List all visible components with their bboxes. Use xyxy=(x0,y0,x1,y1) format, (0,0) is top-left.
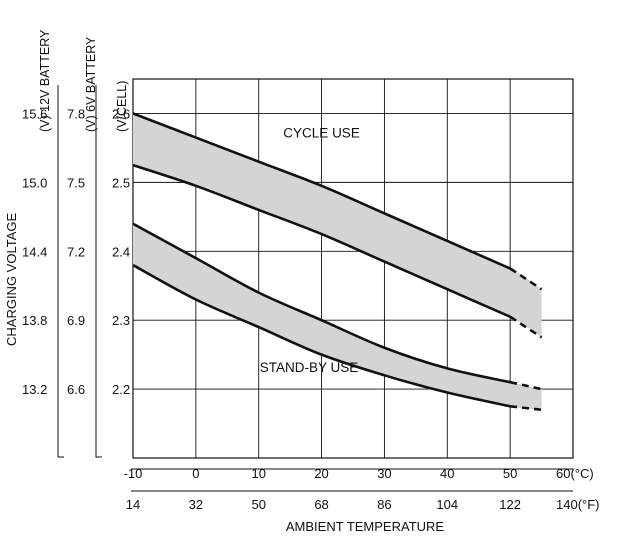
tick-label-fahrenheit: 14 xyxy=(126,497,140,512)
scale-line-12v xyxy=(57,85,64,458)
x-axis-title: AMBIENT TEMPERATURE xyxy=(286,519,445,534)
scale-line-6v xyxy=(95,85,102,458)
unit-label-v-cell: (V/CELL) xyxy=(115,81,129,132)
band-label-cycle-use: CYCLE USE xyxy=(283,126,360,141)
band-lower-line-0 xyxy=(132,163,511,318)
tick-label-6v: 6.9 xyxy=(67,313,85,328)
tick-label-fahrenheit: 68 xyxy=(314,497,328,512)
band-label-stand-by-use: STAND-BY USE xyxy=(260,360,359,375)
tick-label-v-cell: 2.6 xyxy=(112,106,130,121)
tick-label-12v: 15.6 xyxy=(22,106,47,121)
band-upper-line-1 xyxy=(132,222,511,384)
tick-label-fahrenheit: 50 xyxy=(251,497,265,512)
tick-label-6v: 7.2 xyxy=(67,244,85,259)
tick-label-12v: 14.4 xyxy=(22,244,47,259)
tick-label-12v: 13.2 xyxy=(22,382,47,397)
unit-label-6v: (V) 6V BATTERY xyxy=(84,36,98,132)
tick-label-celsius: 0 xyxy=(192,466,199,481)
tick-label-6v: 7.8 xyxy=(67,106,85,121)
unit-label-celsius: 60(°C) xyxy=(556,466,594,481)
tick-label-fahrenheit: 86 xyxy=(377,497,391,512)
band-lower-dash-0 xyxy=(509,315,543,339)
tick-label-v-cell: 2.5 xyxy=(112,175,130,190)
band-upper-dash-1 xyxy=(509,380,542,391)
unit-label-12v: (V) 12V BATTERY xyxy=(38,29,52,132)
tick-label-fahrenheit: 32 xyxy=(189,497,203,512)
tick-label-12v: 15.0 xyxy=(22,175,47,190)
tick-label-v-cell: 2.2 xyxy=(112,382,130,397)
tick-label-celsius: 50 xyxy=(503,466,517,481)
tick-label-celsius: 20 xyxy=(314,466,328,481)
tick-label-celsius: -10 xyxy=(124,466,143,481)
y-axis-title: CHARGING VOLTAGE xyxy=(4,213,19,346)
tick-label-fahrenheit: 122 xyxy=(499,497,521,512)
tick-label-v-cell: 2.3 xyxy=(112,313,130,328)
band-lower-line-1 xyxy=(132,263,511,408)
tick-label-celsius: 40 xyxy=(440,466,454,481)
band-lower-dash-1 xyxy=(510,405,542,412)
band-fill-1 xyxy=(133,223,542,410)
band-upper-line-0 xyxy=(132,112,511,270)
unit-label-fahrenheit: 140(°F) xyxy=(556,497,600,512)
band-upper-dash-0 xyxy=(509,267,543,291)
tick-label-celsius: 10 xyxy=(251,466,265,481)
tick-label-6v: 6.6 xyxy=(67,382,85,397)
tick-label-v-cell: 2.4 xyxy=(112,244,130,259)
band-fill-0 xyxy=(133,113,542,338)
tick-label-fahrenheit: 104 xyxy=(436,497,458,512)
tick-label-6v: 7.5 xyxy=(67,175,85,190)
tick-label-12v: 13.8 xyxy=(22,313,47,328)
tick-label-celsius: 30 xyxy=(377,466,391,481)
